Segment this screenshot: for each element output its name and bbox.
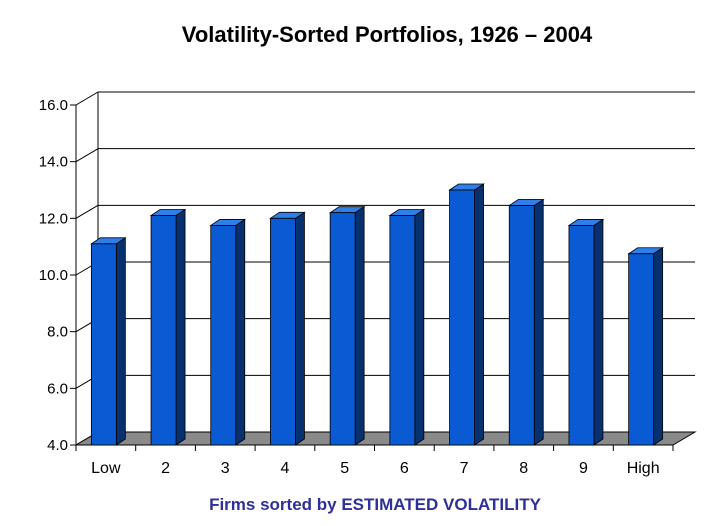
bar <box>90 237 127 446</box>
bars <box>90 183 664 446</box>
bar-front <box>90 243 117 446</box>
y-tick-label: 6.0 <box>47 380 68 397</box>
bar-side <box>235 218 246 446</box>
y-tick-label: 10.0 <box>39 267 68 284</box>
bar <box>448 183 485 446</box>
bar-front <box>210 225 237 446</box>
bar-side <box>295 211 305 446</box>
bar-side <box>533 198 544 446</box>
bar <box>567 218 605 446</box>
bar-side <box>354 205 365 446</box>
bar-front <box>508 205 535 446</box>
bar-front <box>389 215 416 446</box>
y-tick-label: 16.0 <box>39 97 68 114</box>
bar-front <box>150 215 177 446</box>
gridline-connector <box>75 204 99 219</box>
bar <box>209 218 247 446</box>
x-axis-label: Firms sorted by ESTIMATED VOLATILITY <box>209 495 542 514</box>
bar <box>507 198 545 446</box>
x-tick-label: 6 <box>400 460 409 477</box>
x-tick-label: 5 <box>340 460 349 477</box>
x-tick-label: 4 <box>280 460 289 477</box>
bar-front <box>329 212 356 446</box>
bar-side <box>474 183 484 446</box>
bar <box>269 211 306 446</box>
bar <box>328 205 366 446</box>
x-axis-tick-labels: Low 2 3 4 5 6 7 8 9 High <box>75 445 674 477</box>
bar <box>627 247 664 446</box>
x-tick-label: 2 <box>161 460 170 477</box>
bar-side <box>653 247 664 446</box>
x-tick-label: 9 <box>579 460 588 477</box>
y-tick-label: 14.0 <box>39 154 68 171</box>
bar-front <box>568 225 595 446</box>
bar-side <box>593 218 604 446</box>
y-tick-label: 8.0 <box>47 324 68 341</box>
bar-side <box>115 237 126 446</box>
x-tick-label: High <box>627 460 660 477</box>
x-tick-label: 8 <box>519 460 528 477</box>
bar-side <box>175 208 186 446</box>
x-tick-label: 3 <box>221 460 230 477</box>
bar <box>149 208 187 446</box>
chart-title: Volatility-Sorted Portfolios, 1926 – 200… <box>182 22 593 47</box>
x-tick-label: 7 <box>460 460 469 477</box>
y-tick-label: 12.0 <box>39 210 68 227</box>
bar-side <box>414 208 425 446</box>
gridline-connector <box>75 148 99 163</box>
bar-front <box>270 217 296 446</box>
bar-front <box>628 253 655 446</box>
y-tick-label: 4.0 <box>47 437 68 454</box>
x-tick-label: Low <box>91 460 121 477</box>
bar-front <box>449 189 475 446</box>
gridline-connector <box>75 91 99 106</box>
bar <box>388 208 426 446</box>
